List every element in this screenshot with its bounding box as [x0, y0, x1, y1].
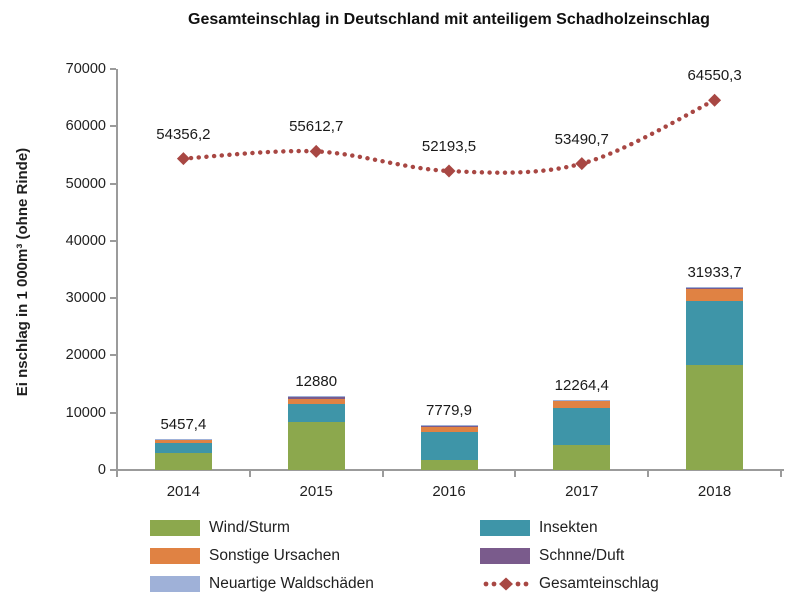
y-tick-mark [110, 354, 116, 357]
legend-item-schnne-duft: Schnne/Duft [480, 546, 624, 566]
chart-title: Gesamteinschlag in Deutschland mit antei… [188, 11, 710, 28]
bar-segment-insekten-2016 [420, 431, 478, 460]
bar-segment-neuartige-waldsch-den-2016 [420, 425, 478, 426]
bar-total-label: 12880 [295, 373, 338, 391]
y-tick-mark [110, 297, 116, 300]
x-tick-mark [116, 471, 118, 477]
legend-item-sonstige-ursachen: Sonstige Ursachen [150, 546, 340, 566]
bar-segment-sonstige-ursachen-2018 [686, 288, 744, 301]
x-category-label: 2015 [299, 483, 333, 500]
bar-total-label: 5457,4 [160, 415, 207, 433]
x-category-label: 2018 [697, 483, 732, 500]
line-marker-diamond [708, 93, 722, 107]
y-axis-title: Ei nschlag in 1 000m³ (ohne Rinde) [14, 147, 31, 397]
y-tick-label: 40000 [65, 232, 106, 249]
legend-item-wind-sturm: Wind/Sturm [150, 518, 290, 538]
bar-segment-neuartige-waldsch-den-2014 [154, 438, 212, 440]
x-tick-mark [780, 471, 782, 477]
bar-segment-sonstige-ursachen-2017 [553, 400, 611, 409]
bar-segment-schnne-duft-2015 [287, 396, 345, 399]
y-tick-label: 0 [97, 462, 106, 478]
bar-segment-neuartige-waldsch-den-2017 [553, 399, 611, 401]
bar-segment-schnne-duft-2017 [553, 400, 611, 401]
legend-label: Sonstige Ursachen [209, 547, 340, 564]
x-tick-mark [514, 471, 517, 477]
bar-segment-wind-sturm-2018 [686, 365, 744, 470]
y-tick-label: 60000 [65, 118, 106, 135]
y-tick-label: 70000 [65, 61, 106, 77]
y-tick-mark [110, 411, 116, 414]
line-value-label: 53490,7 [554, 130, 609, 148]
line-marker-diamond [309, 144, 323, 158]
line-value-label: 52193,5 [421, 138, 477, 155]
y-tick-mark [110, 182, 116, 185]
legend-swatch-square [150, 576, 200, 592]
y-tick-label: 20000 [65, 347, 106, 364]
legend-item-neuartige-waldsch-den: Neuartige Waldschäden [150, 574, 374, 594]
x-axis-line [116, 469, 784, 471]
legend-label: Schnne/Duft [539, 547, 625, 564]
legend-label: Wind/Sturm [209, 519, 290, 536]
line-marker-diamond [575, 157, 589, 171]
y-tick-mark [110, 68, 116, 70]
bar-segment-sonstige-ursachen-2014 [154, 440, 212, 443]
bar-segment-schnne-duft-2014 [154, 439, 212, 441]
bar-segment-wind-sturm-2016 [420, 459, 478, 470]
bar-segment-insekten-2015 [287, 404, 345, 423]
bar-segment-wind-sturm-2014 [154, 453, 212, 470]
line-marker-diamond [176, 152, 190, 166]
bar-segment-schnne-duft-2018 [686, 288, 744, 289]
legend-swatch-square [480, 548, 530, 564]
y-tick-label: 30000 [65, 290, 106, 307]
bar-segment-neuartige-waldsch-den-2018 [686, 287, 744, 289]
bar-segment-neuartige-waldsch-den-2015 [287, 396, 345, 397]
bar-segment-sonstige-ursachen-2016 [420, 426, 478, 432]
x-category-label: 2016 [432, 483, 466, 500]
legend-label: Neuartige Waldschäden [209, 575, 374, 592]
legend-label: Gesamteinschlag [539, 575, 659, 592]
legend-swatch-dotted-line-icon [483, 577, 529, 591]
y-tick-mark [110, 125, 116, 128]
line-value-label: 54356,2 [156, 125, 211, 143]
y-axis-line [116, 69, 118, 472]
legend-swatch-square [480, 520, 530, 536]
legend-item-gesamteinschlag: Gesamteinschlag [480, 574, 659, 594]
bar-segment-insekten-2014 [154, 442, 212, 454]
bar-segment-insekten-2017 [553, 408, 611, 445]
line-value-label: 55612,7 [289, 118, 344, 136]
x-category-label: 2017 [565, 483, 599, 500]
bar-segment-wind-sturm-2015 [287, 422, 345, 470]
bar-segment-wind-sturm-2017 [553, 444, 611, 470]
legend-label: Insekten [539, 519, 598, 536]
y-tick-label: 10000 [65, 404, 106, 421]
bar-segment-schnne-duft-2016 [420, 425, 478, 427]
y-tick-label: 50000 [65, 175, 106, 192]
bar-segment-insekten-2018 [686, 301, 744, 366]
line-marker-diamond [442, 164, 456, 178]
x-category-label: 2014 [166, 483, 201, 500]
bar-total-label: 31933,7 [687, 264, 742, 282]
legend-item-insekten: Insekten [480, 518, 598, 538]
y-tick-mark [110, 469, 116, 471]
bar-segment-sonstige-ursachen-2015 [287, 398, 345, 405]
line-value-label: 64550,3 [687, 67, 742, 85]
legend-swatch-square [150, 548, 200, 564]
x-tick-mark [248, 471, 251, 477]
legend-swatch-square [150, 520, 200, 536]
x-tick-mark [381, 471, 384, 477]
bar-total-label: 12264,4 [554, 376, 609, 394]
x-tick-mark [647, 471, 650, 477]
y-tick-mark [110, 239, 116, 242]
bar-total-label: 7779,9 [426, 402, 472, 420]
